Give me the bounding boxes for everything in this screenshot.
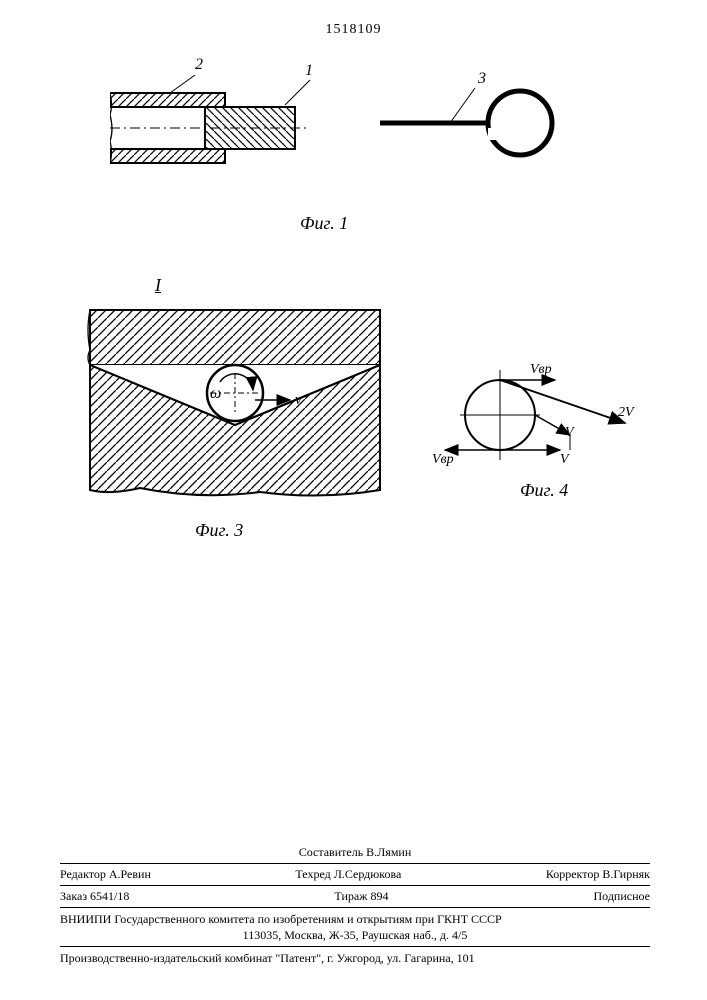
fig4-v-top: Vвр (530, 362, 552, 378)
footer-address: 113035, Москва, Ж-35, Раушская наб., д. … (60, 927, 650, 943)
doc-number: 1518109 (0, 22, 707, 38)
footer-subscription: Подписное (594, 889, 651, 904)
fig3-label: Фиг. 3 (195, 520, 243, 541)
footer-corrector: Корректор В.Гирняк (546, 867, 650, 882)
footer-printer: Производственно-издательский комбинат "П… (60, 947, 650, 969)
fig3-section-mark: I (155, 275, 161, 296)
fig1-label: Фиг. 1 (300, 213, 348, 234)
fig3-omega: ω (210, 385, 221, 403)
fig1-callout-2: 2 (195, 56, 203, 74)
footer-circulation: Тираж 894 (334, 889, 388, 904)
footer-org: ВНИИПИ Государственного комитета по изоб… (60, 911, 650, 927)
fig1-callout-3: 3 (478, 70, 486, 88)
fig1-callout-1: 1 (305, 62, 313, 80)
fig3-v: v (295, 392, 302, 409)
fig4-v-mid: V (565, 425, 574, 441)
fig4-v-bot-l: Vвр (432, 452, 454, 468)
fig4-v-bot-r: V (560, 452, 569, 468)
footer-techred: Техред Л.Сердюкова (295, 867, 401, 882)
footer-compiler: Составитель В.Лямин (299, 845, 412, 860)
fig4-2v: 2V (618, 405, 634, 421)
fig1-right-drawing (370, 68, 570, 188)
fig1-left-drawing (110, 75, 320, 195)
footer-editor: Редактор А.Ревин (60, 867, 151, 882)
footer-order: Заказ 6541/18 (60, 889, 129, 904)
fig4-label: Фиг. 4 (520, 480, 568, 501)
fig3-drawing (80, 300, 400, 520)
